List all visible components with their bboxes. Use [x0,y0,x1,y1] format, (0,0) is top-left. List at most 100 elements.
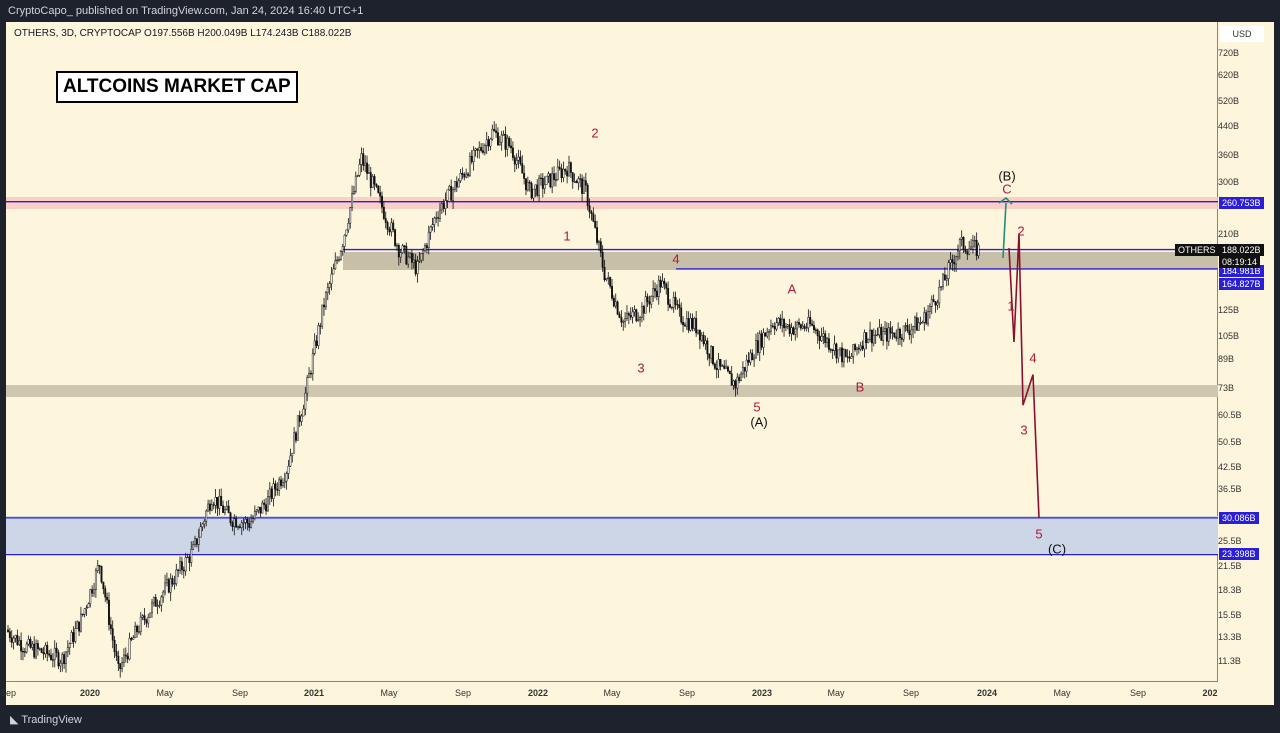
candle [160,596,163,606]
candle [887,327,890,342]
time-tick: Sep [678,688,696,698]
candle [93,589,95,594]
candle [943,274,946,281]
candle [747,359,750,363]
price-level-tag[interactable]: 164.827B [1219,278,1264,290]
candle [446,189,449,201]
candle [725,366,728,369]
candle [457,180,460,188]
candle [749,352,752,363]
publisher-line: CryptoCapo_ published on TradingView.com… [8,5,364,17]
candle [364,162,367,166]
candle [253,511,256,519]
candle [764,332,767,337]
candle [910,329,913,336]
candle [562,168,565,178]
candle [534,184,537,190]
candle [296,415,299,441]
candle [842,349,845,363]
candle [498,141,501,146]
candle [268,488,271,497]
candle [444,200,447,209]
candle [583,180,585,194]
candle [655,290,658,297]
candle [846,356,849,358]
price-level-tag[interactable]: 23.398B [1219,548,1259,560]
candle [396,244,398,247]
wave-label: (C) [1047,541,1067,557]
candle [382,206,385,219]
chart-frame[interactable]: OTHERS, 3D, CRYPTOCAP O197.556B H200.049… [0,22,1274,705]
candle [519,156,522,164]
candle [72,632,75,642]
time-tick: 202 [1202,688,1218,698]
price-level-tag[interactable]: 260.753B [1219,197,1264,209]
candle [85,607,88,609]
candle [609,276,612,287]
candle [76,621,79,629]
candle [195,538,198,545]
candle [627,313,630,316]
candle [571,172,574,182]
candle [633,309,636,313]
wave-label: A [787,281,797,297]
candle [461,173,464,175]
candle [659,279,662,288]
candle [541,177,544,189]
candle [949,259,952,263]
candle [822,333,825,337]
candle [891,332,894,334]
candle [841,347,843,363]
candle [205,510,208,522]
candle [369,172,372,188]
candle [940,286,943,288]
candle [730,373,733,386]
candle [884,328,886,332]
candle [42,652,45,655]
candle [35,643,38,658]
candle [51,659,54,661]
candle [510,145,512,149]
time-tick: May [603,688,621,698]
candle [934,301,937,306]
plot-area[interactable] [6,22,1218,682]
candle [373,176,376,185]
currency-button[interactable]: USD [1220,26,1264,42]
candle [844,349,847,357]
candle [367,172,370,174]
price-level-tag[interactable]: 30.086B [1219,512,1259,524]
candle [751,352,754,361]
candle [588,205,591,213]
candle [506,137,509,150]
candle [403,245,406,247]
candle [397,244,400,258]
price-level-tag[interactable]: 184.981B [1219,265,1264,277]
candle [652,288,655,297]
candle [476,148,479,151]
candle [252,518,254,522]
candle [74,628,77,642]
candle [306,377,309,394]
candle [68,643,71,648]
candle [70,632,73,644]
candle [667,287,670,305]
candle [977,244,980,257]
candle [266,496,269,512]
candle [102,581,105,590]
candle [798,322,800,325]
time-tick: Sep [902,688,920,698]
candle [134,625,137,639]
candle [147,616,150,624]
arrow-head [998,196,1013,205]
candle [914,317,916,327]
candle [285,473,288,482]
candle [442,203,445,209]
candle [928,306,931,312]
candle [33,643,36,658]
candle [626,313,628,320]
price-tick: 125B [1218,305,1240,315]
candle [648,301,651,305]
candle [44,644,47,655]
candle [366,162,368,174]
candle [302,408,305,417]
